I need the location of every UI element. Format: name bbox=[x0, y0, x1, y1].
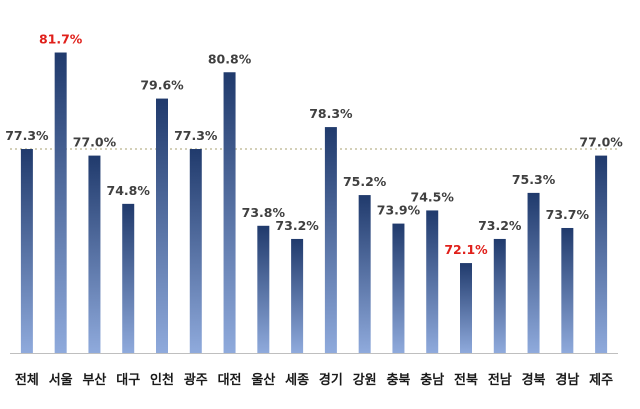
value-label-대구: 74.8% bbox=[107, 183, 151, 198]
value-label-경북: 75.3% bbox=[512, 172, 556, 187]
category-labels: 전체 서울 부산 대구 인천 광주 대전 울산 세종 경기 강원 충북 충남 전북 전남 경북 경남 제주 bbox=[15, 372, 613, 388]
value-label-부산: 77.0% bbox=[73, 135, 117, 150]
value-label-제주: 77.0% bbox=[579, 135, 623, 150]
bar-전남 bbox=[493, 238, 506, 353]
value-label-충북: 73.9% bbox=[377, 203, 421, 218]
bar-전체 bbox=[20, 149, 33, 353]
value-label-대전: 80.8% bbox=[208, 51, 252, 66]
value-labels: 77.3% 81.7% 77.0% 74.8% 79.6% 77.3% 80.8% 73.8%… bbox=[5, 32, 623, 258]
category-label-세종: 세종 bbox=[285, 373, 309, 388]
bar-series bbox=[20, 52, 608, 354]
bar-부산 bbox=[88, 155, 101, 353]
bar-강원 bbox=[358, 195, 371, 353]
category-label-강원: 강원 bbox=[353, 372, 377, 388]
category-label-대전: 대전 bbox=[218, 372, 242, 388]
bar-전북 bbox=[460, 263, 472, 353]
bar-충남 bbox=[426, 210, 439, 353]
category-label-경북: 경북 bbox=[522, 372, 546, 388]
category-label-울산: 울산 bbox=[251, 372, 275, 388]
bar-인천 bbox=[156, 98, 168, 353]
value-label-강원: 75.2% bbox=[343, 174, 387, 189]
category-label-경기: 경기 bbox=[319, 372, 343, 388]
category-label-인천: 인천 bbox=[150, 372, 174, 388]
bar-경북 bbox=[527, 192, 540, 353]
bar-세종 bbox=[291, 238, 304, 353]
category-label-전체: 전체 bbox=[15, 372, 39, 388]
value-label-서울: 81.7% bbox=[39, 32, 83, 47]
bar-서울 bbox=[54, 52, 67, 353]
value-label-전체: 77.3% bbox=[5, 128, 49, 143]
category-label-제주: 제주 bbox=[589, 373, 613, 388]
value-label-전북: 72.1% bbox=[444, 242, 488, 257]
category-label-전남: 전남 bbox=[488, 372, 512, 388]
category-label-전북: 전북 bbox=[454, 372, 478, 388]
bar-제주 bbox=[595, 155, 608, 353]
bar-울산 bbox=[257, 225, 270, 353]
value-label-울산: 73.8% bbox=[242, 205, 286, 220]
value-label-경기: 78.3% bbox=[309, 106, 353, 121]
value-label-광주: 77.3% bbox=[174, 128, 218, 143]
category-label-충북: 충북 bbox=[386, 372, 410, 388]
category-label-충남: 충남 bbox=[420, 372, 444, 388]
category-label-경남: 경남 bbox=[555, 372, 579, 388]
bar-광주 bbox=[189, 149, 202, 353]
category-label-광주: 광주 bbox=[184, 373, 208, 388]
bar-경남 bbox=[561, 227, 574, 353]
category-label-대구: 대구 bbox=[116, 373, 140, 388]
bar-충북 bbox=[392, 223, 405, 353]
value-label-경남: 73.7% bbox=[546, 207, 590, 222]
bar-대전 bbox=[223, 72, 236, 354]
bar-대구 bbox=[122, 203, 135, 353]
category-label-부산: 부산 bbox=[82, 372, 106, 388]
value-label-전남: 73.2% bbox=[478, 218, 522, 233]
category-label-서울: 서울 bbox=[49, 372, 73, 388]
value-label-세종: 73.2% bbox=[275, 218, 319, 233]
value-label-인천: 79.6% bbox=[140, 78, 184, 93]
value-label-충남: 74.5% bbox=[411, 189, 455, 204]
bar-경기 bbox=[324, 127, 337, 353]
